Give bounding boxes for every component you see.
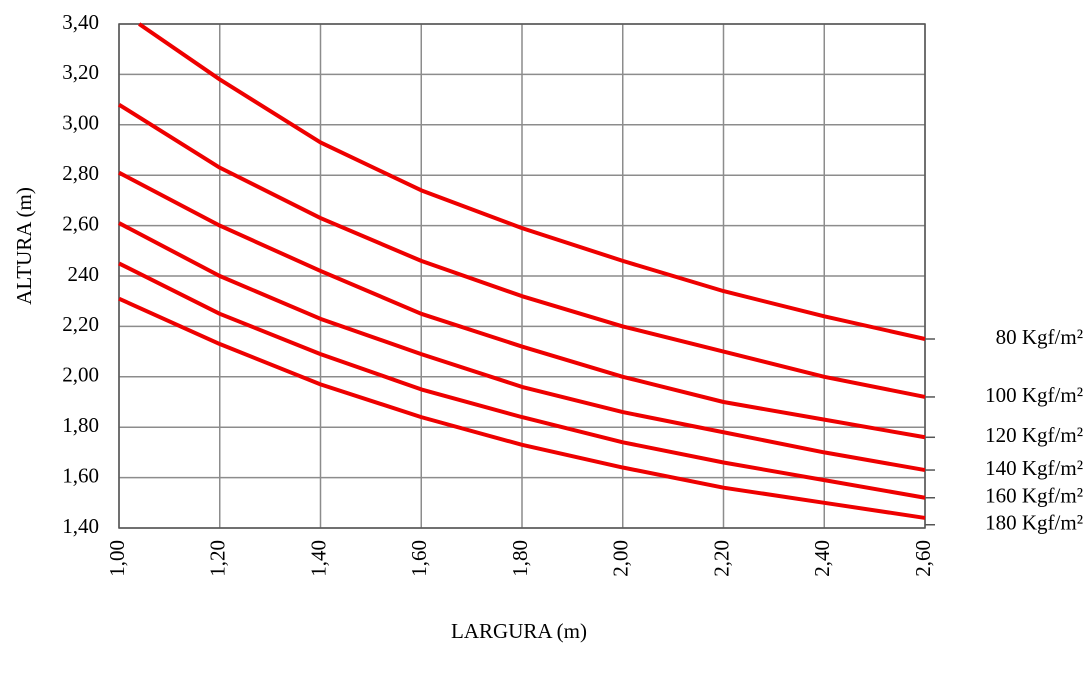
y-axis-label: ALTURA (m) bbox=[12, 187, 36, 305]
legend-label: 80 Kgf/m² bbox=[996, 325, 1083, 349]
legend-label: 100 Kgf/m² bbox=[985, 383, 1083, 407]
series-line bbox=[118, 221, 926, 473]
legend-label: 120 Kgf/m² bbox=[985, 423, 1083, 447]
y-tick-label: 1,40 bbox=[62, 514, 99, 538]
y-tick-label: 1,60 bbox=[62, 463, 99, 487]
y-tick-label: 3,40 bbox=[62, 10, 99, 34]
x-tick-label: 2,60 bbox=[911, 540, 935, 577]
legend-label: 160 Kgf/m² bbox=[985, 484, 1083, 508]
y-tick-label: 2,80 bbox=[62, 161, 99, 185]
x-tick-label: 1,80 bbox=[508, 540, 532, 577]
legend-label: 180 Kgf/m² bbox=[985, 511, 1083, 535]
legend-label: 140 Kgf/m² bbox=[985, 456, 1083, 480]
series-line bbox=[118, 170, 926, 440]
y-tick-label: 3,00 bbox=[62, 111, 99, 135]
x-tick-label: 1,40 bbox=[306, 540, 330, 577]
series-line bbox=[117, 102, 926, 399]
series-line bbox=[138, 22, 926, 341]
x-axis-label: LARGURA (m) bbox=[451, 619, 587, 643]
y-tick-label: 240 bbox=[68, 262, 100, 286]
x-tick-label: 2,40 bbox=[810, 540, 834, 577]
plot-border bbox=[118, 23, 926, 529]
x-tick-label: 2,00 bbox=[609, 540, 633, 577]
y-tick-label: 2,60 bbox=[62, 211, 99, 235]
x-tick-label: 2,20 bbox=[709, 540, 733, 577]
x-tick-label: 1,20 bbox=[206, 540, 230, 577]
x-tick-label: 1,00 bbox=[105, 540, 129, 577]
series-line bbox=[118, 296, 926, 520]
x-tick-label: 1,60 bbox=[407, 540, 431, 577]
series-line bbox=[118, 261, 926, 500]
y-tick-label: 1,80 bbox=[62, 413, 99, 437]
y-tick-label: 2,20 bbox=[62, 312, 99, 336]
y-tick-label: 3,20 bbox=[62, 60, 99, 84]
y-tick-label: 2,00 bbox=[62, 363, 99, 387]
